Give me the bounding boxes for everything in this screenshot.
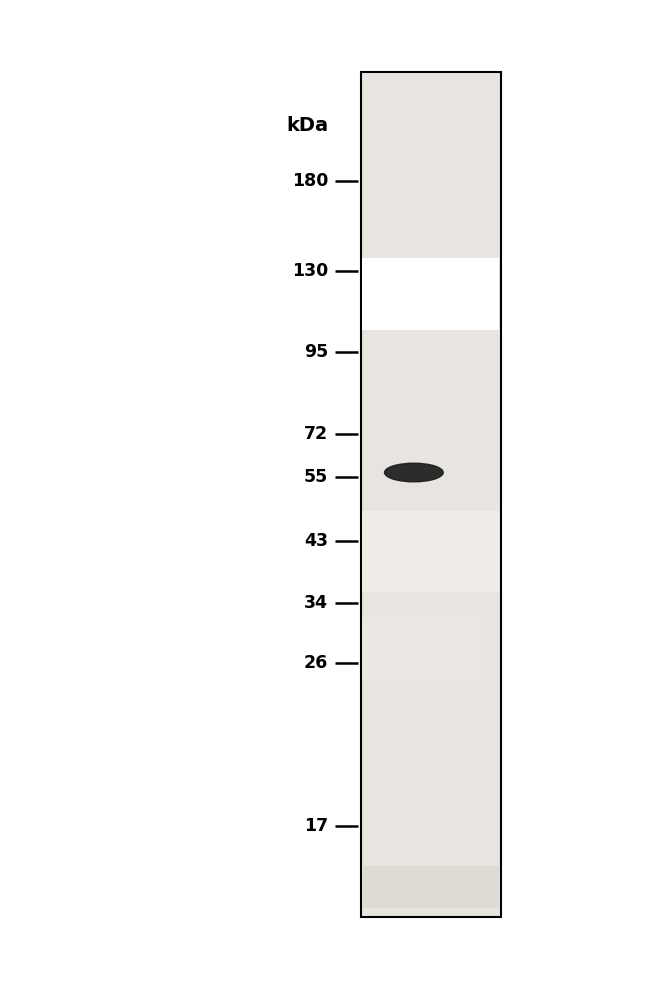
Bar xyxy=(362,617,481,680)
Text: kDa: kDa xyxy=(286,117,328,135)
Text: 130: 130 xyxy=(292,262,328,280)
Text: 55: 55 xyxy=(304,468,328,486)
Bar xyxy=(362,866,499,909)
Bar xyxy=(362,512,499,592)
Text: 17: 17 xyxy=(304,817,328,835)
Text: 180: 180 xyxy=(292,172,328,190)
Bar xyxy=(362,258,499,330)
Bar xyxy=(361,72,500,917)
Text: 26: 26 xyxy=(304,654,328,672)
Text: 72: 72 xyxy=(304,425,328,443)
Text: 95: 95 xyxy=(304,343,328,361)
Text: 43: 43 xyxy=(304,532,328,550)
Ellipse shape xyxy=(385,463,443,481)
Text: 34: 34 xyxy=(304,594,328,612)
